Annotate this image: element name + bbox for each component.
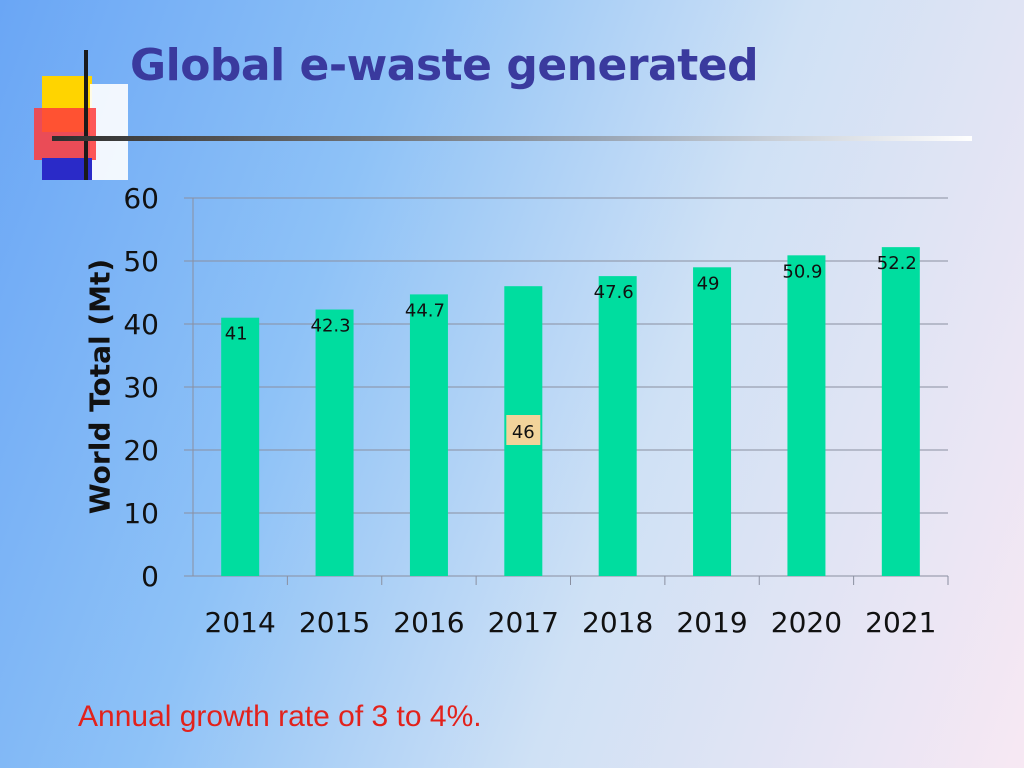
data-label: 47.6 — [594, 282, 634, 303]
y-tick-label: 0 — [141, 560, 159, 593]
x-tick-label: 2021 — [865, 606, 936, 639]
data-label: 50.9 — [782, 261, 822, 282]
y-tick-label: 60 — [123, 182, 159, 215]
x-tick-label: 2015 — [299, 606, 370, 639]
bar-2020 — [787, 255, 826, 576]
y-tick-label: 50 — [123, 245, 159, 278]
y-tick-label: 40 — [123, 308, 159, 341]
bar-2014 — [221, 317, 260, 576]
y-tick-label: 10 — [123, 497, 159, 530]
decorative-logo — [34, 50, 128, 180]
title-underline — [52, 136, 972, 141]
data-label: 46 — [512, 422, 535, 443]
x-tick-label: 2014 — [205, 606, 276, 639]
data-label: 44.7 — [405, 300, 445, 321]
x-tick-label: 2018 — [582, 606, 653, 639]
x-tick-label: 2016 — [393, 606, 464, 639]
data-label: 42.3 — [311, 316, 351, 337]
data-label: 52.2 — [877, 253, 917, 274]
logo-blue-square — [42, 158, 92, 180]
bar-2019 — [693, 267, 732, 576]
bar-2021 — [881, 247, 920, 576]
logo-white-square — [90, 84, 128, 180]
x-tick-label: 2019 — [676, 606, 747, 639]
data-label: 41 — [225, 324, 248, 345]
y-tick-label: 30 — [123, 371, 159, 404]
y-axis-title: World Total (Mt) — [83, 258, 117, 515]
bar-2016 — [409, 294, 448, 576]
bar-2018 — [598, 276, 637, 576]
bar-2015 — [315, 309, 354, 576]
growth-note: Annual growth rate of 3 to 4%. — [78, 700, 482, 733]
y-tick-label: 20 — [123, 434, 159, 467]
x-tick-label: 2017 — [488, 606, 559, 639]
slide-title: Global e-waste generated — [130, 40, 759, 91]
logo-vertical-line — [84, 50, 88, 180]
x-tick-label: 2020 — [771, 606, 842, 639]
data-label: 49 — [697, 273, 720, 294]
data-label-highlight-box — [506, 415, 541, 445]
